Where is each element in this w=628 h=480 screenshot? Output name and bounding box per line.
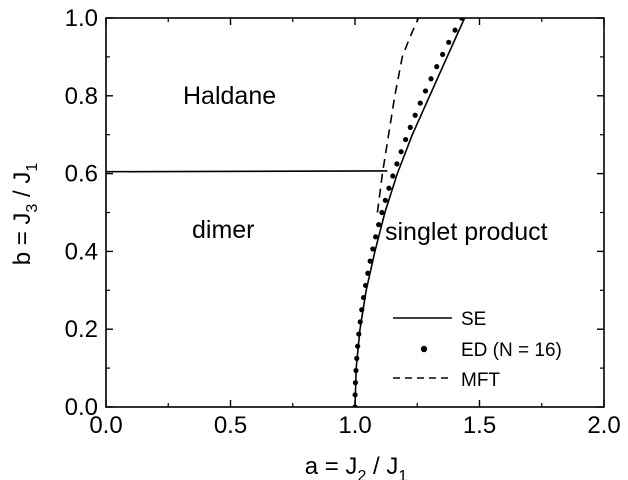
x-tick-label: 2.0	[587, 412, 620, 439]
y-axis-title: b = J3 / J1	[9, 163, 41, 266]
ed-data-point	[394, 161, 400, 167]
ed-data-point	[354, 355, 360, 361]
ed-data-point	[407, 124, 413, 131]
data-layer	[106, 18, 466, 407]
ed-data-point	[376, 222, 382, 228]
y-tick-label: 0.8	[65, 83, 98, 110]
ed-data-point	[434, 64, 440, 70]
region-label-haldane: Haldane	[183, 82, 276, 110]
x-tick-label: 0.5	[214, 412, 247, 439]
ed-data-point	[357, 319, 363, 325]
ed-data-point	[370, 246, 376, 252]
ed-data-point	[402, 136, 409, 143]
y-tick-label: 0.6	[65, 161, 98, 188]
ed-data-point	[446, 39, 452, 45]
ed-data-point	[379, 209, 385, 216]
ed-data-point	[367, 258, 373, 264]
x-tick-label: 0.0	[89, 412, 122, 439]
ed-data-point	[352, 380, 359, 386]
ticks-layer: 0.0 0.5 1.0 1.5 2.0 0.0 0.2 0.4 0.6 0.8 1.0	[65, 5, 621, 439]
x-tick-label: 1.0	[338, 412, 371, 439]
ed-data-point	[365, 270, 371, 276]
ed-data-point	[417, 100, 423, 106]
y-tick-label: 1.0	[65, 5, 98, 32]
legend: SE ED (N = 16) MFT	[393, 309, 562, 391]
ed-data-point	[390, 173, 396, 179]
ed-data-point	[352, 392, 358, 398]
legend-label-mft: MFT	[461, 370, 500, 391]
ed-data-point	[398, 149, 404, 155]
ed-data-point	[362, 282, 369, 289]
y-tick-label: 0.0	[65, 394, 98, 421]
ed-data-point	[360, 294, 367, 301]
ed-data-point	[373, 234, 379, 240]
ed-data-point	[359, 307, 365, 313]
legend-swatch-ed	[420, 345, 428, 353]
ed-data-point	[440, 51, 446, 58]
region-label-dimer: dimer	[192, 216, 255, 244]
legend-label-se: SE	[461, 309, 486, 330]
region-label-singlet-product: singlet product	[385, 218, 548, 246]
ed-data-point	[428, 76, 434, 82]
legend-label-ed: ED (N = 16)	[461, 340, 562, 361]
y-tick-label: 0.2	[65, 316, 98, 343]
ed-data-point	[412, 112, 418, 118]
x-axis-title: a = J2 / J1	[305, 453, 408, 480]
ed-data-point	[452, 27, 458, 33]
ed-data-point	[353, 367, 359, 374]
ed-data-point	[422, 88, 429, 94]
y-tick-label: 0.4	[65, 238, 98, 265]
ed-data-point	[382, 197, 388, 203]
ed-data-point	[356, 331, 362, 337]
ed-data-point	[386, 185, 392, 191]
ed-data-point	[355, 343, 361, 349]
x-tick-label: 1.5	[463, 412, 496, 439]
se-series-line-0	[106, 170, 388, 173]
